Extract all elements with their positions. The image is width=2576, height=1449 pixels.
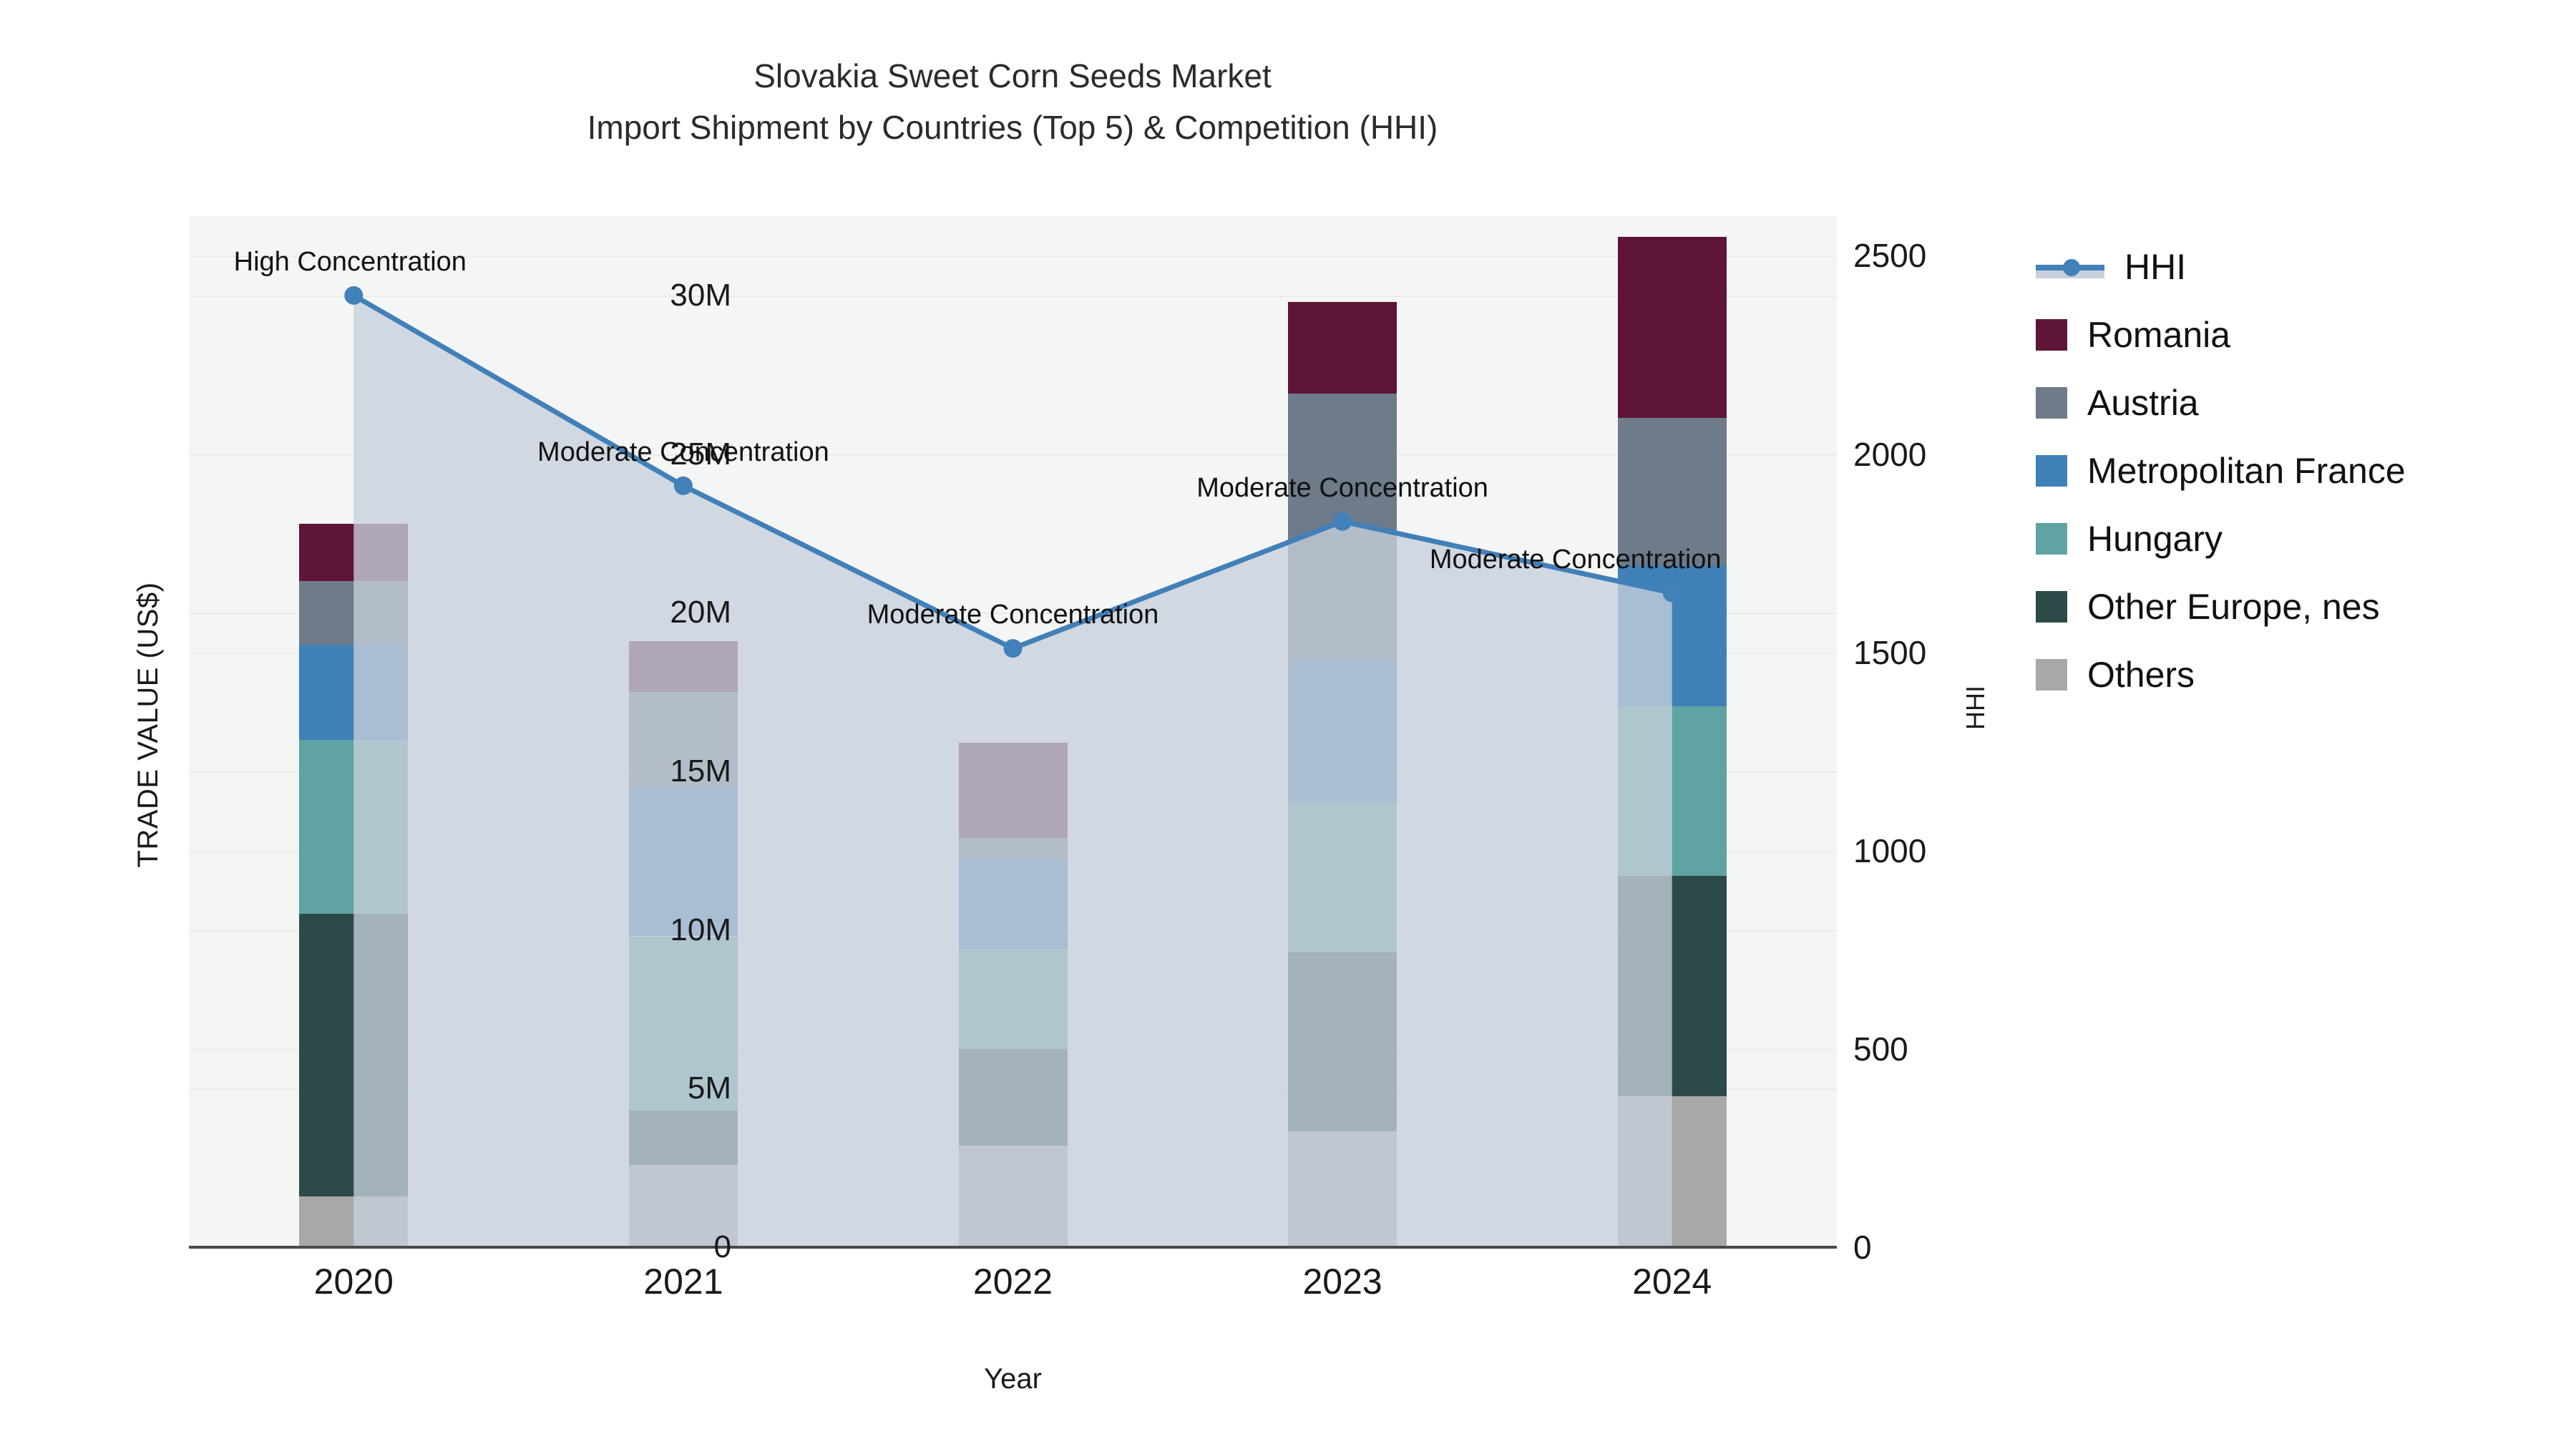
legend-swatch xyxy=(2036,318,2067,351)
bar-segment[interactable] xyxy=(1617,236,1727,418)
legend-label: Others xyxy=(2087,654,2195,695)
legend-swatch xyxy=(2036,386,2067,419)
legend-label: HHI xyxy=(2124,246,2187,287)
gridline-left xyxy=(189,295,1837,297)
x-tick-2023: 2023 xyxy=(1302,1262,1382,1302)
legend-line-marker xyxy=(2036,251,2104,283)
legend-swatch xyxy=(2036,658,2067,691)
hhi-marker[interactable] xyxy=(673,476,693,495)
hhi-area-fill xyxy=(353,295,1672,1247)
gridline-right xyxy=(189,454,1837,456)
y-tick-right: 1500 xyxy=(1853,633,1927,671)
y-axis-right-label: HHI xyxy=(1961,686,1990,730)
y-tick-right: 2500 xyxy=(1853,237,1927,275)
legend-item-romania[interactable]: Romania xyxy=(2036,301,2406,369)
chart-title-block: Slovakia Sweet Corn Seeds Market Import … xyxy=(0,50,2025,153)
x-tick-2022: 2022 xyxy=(972,1262,1053,1302)
y-tick-left: 25M xyxy=(670,436,731,472)
legend-item-hhi[interactable]: HHI xyxy=(2036,233,2406,301)
x-axis-line xyxy=(189,1246,1837,1249)
gridline-right xyxy=(189,255,1837,258)
y-tick-left: 0 xyxy=(713,1229,731,1264)
legend-label: Romania xyxy=(2087,314,2231,355)
legend-item-hungary[interactable]: Hungary xyxy=(2036,504,2406,572)
y-tick-left: 5M xyxy=(687,1070,731,1106)
y-tick-right: 2000 xyxy=(1853,435,1927,473)
y-tick-right: 0 xyxy=(1853,1229,1872,1266)
y-tick-right: 500 xyxy=(1853,1030,1908,1068)
x-tick-2021: 2021 xyxy=(643,1262,723,1302)
legend-label: Metropolitan France xyxy=(2087,450,2406,491)
annotation-2024: Moderate Concentration xyxy=(1429,544,1722,575)
annotation-2020: High Concentration xyxy=(233,246,467,277)
legend-label: Austria xyxy=(2087,382,2199,423)
legend-label: Hungary xyxy=(2087,518,2223,559)
chart-title-line-1: Slovakia Sweet Corn Seeds Market xyxy=(753,57,1272,94)
hhi-marker[interactable] xyxy=(1333,512,1352,531)
y-tick-left: 20M xyxy=(670,595,731,630)
y-tick-left: 10M xyxy=(670,912,731,947)
y-tick-left: 15M xyxy=(670,753,731,789)
bar-segment[interactable] xyxy=(1617,417,1727,565)
x-tick-2024: 2024 xyxy=(1632,1262,1712,1302)
y-axis-left-label: TRADE VALUE (US$) xyxy=(132,582,164,867)
hhi-marker[interactable] xyxy=(1662,583,1682,602)
hhi-marker[interactable] xyxy=(1003,639,1023,658)
legend-swatch xyxy=(2036,522,2067,555)
plot-area xyxy=(189,216,1837,1249)
legend-item-other-europe-nes[interactable]: Other Europe, nes xyxy=(2036,572,2406,640)
legend-item-austria[interactable]: Austria xyxy=(2036,369,2406,436)
annotation-2023: Moderate Concentration xyxy=(1196,472,1488,503)
hhi-line-series xyxy=(344,286,1682,1247)
annotation-2022: Moderate Concentration xyxy=(867,600,1159,630)
annotation-2021: Moderate Concentration xyxy=(537,436,829,467)
legend-item-others[interactable]: Others xyxy=(2036,640,2406,708)
y-tick-right: 1000 xyxy=(1853,831,1927,869)
hhi-marker[interactable] xyxy=(344,286,364,305)
x-tick-2020: 2020 xyxy=(313,1262,394,1302)
gridline-left xyxy=(189,613,1837,615)
y-tick-left: 30M xyxy=(670,277,731,313)
legend: HHI Romania Austria Metropolitan France Hung… xyxy=(2036,233,2406,708)
legend-swatch xyxy=(2036,590,2067,623)
bar-segment[interactable] xyxy=(1288,301,1397,394)
x-axis-label: Year xyxy=(984,1363,1042,1395)
legend-label: Other Europe, nes xyxy=(2087,586,2380,627)
legend-item-metropolitan-france[interactable]: Metropolitan France xyxy=(2036,436,2406,504)
chart-title-line-2: Import Shipment by Countries (Top 5) & C… xyxy=(587,109,1438,146)
hhi-markers xyxy=(344,286,1682,658)
legend-swatch xyxy=(2036,454,2067,487)
